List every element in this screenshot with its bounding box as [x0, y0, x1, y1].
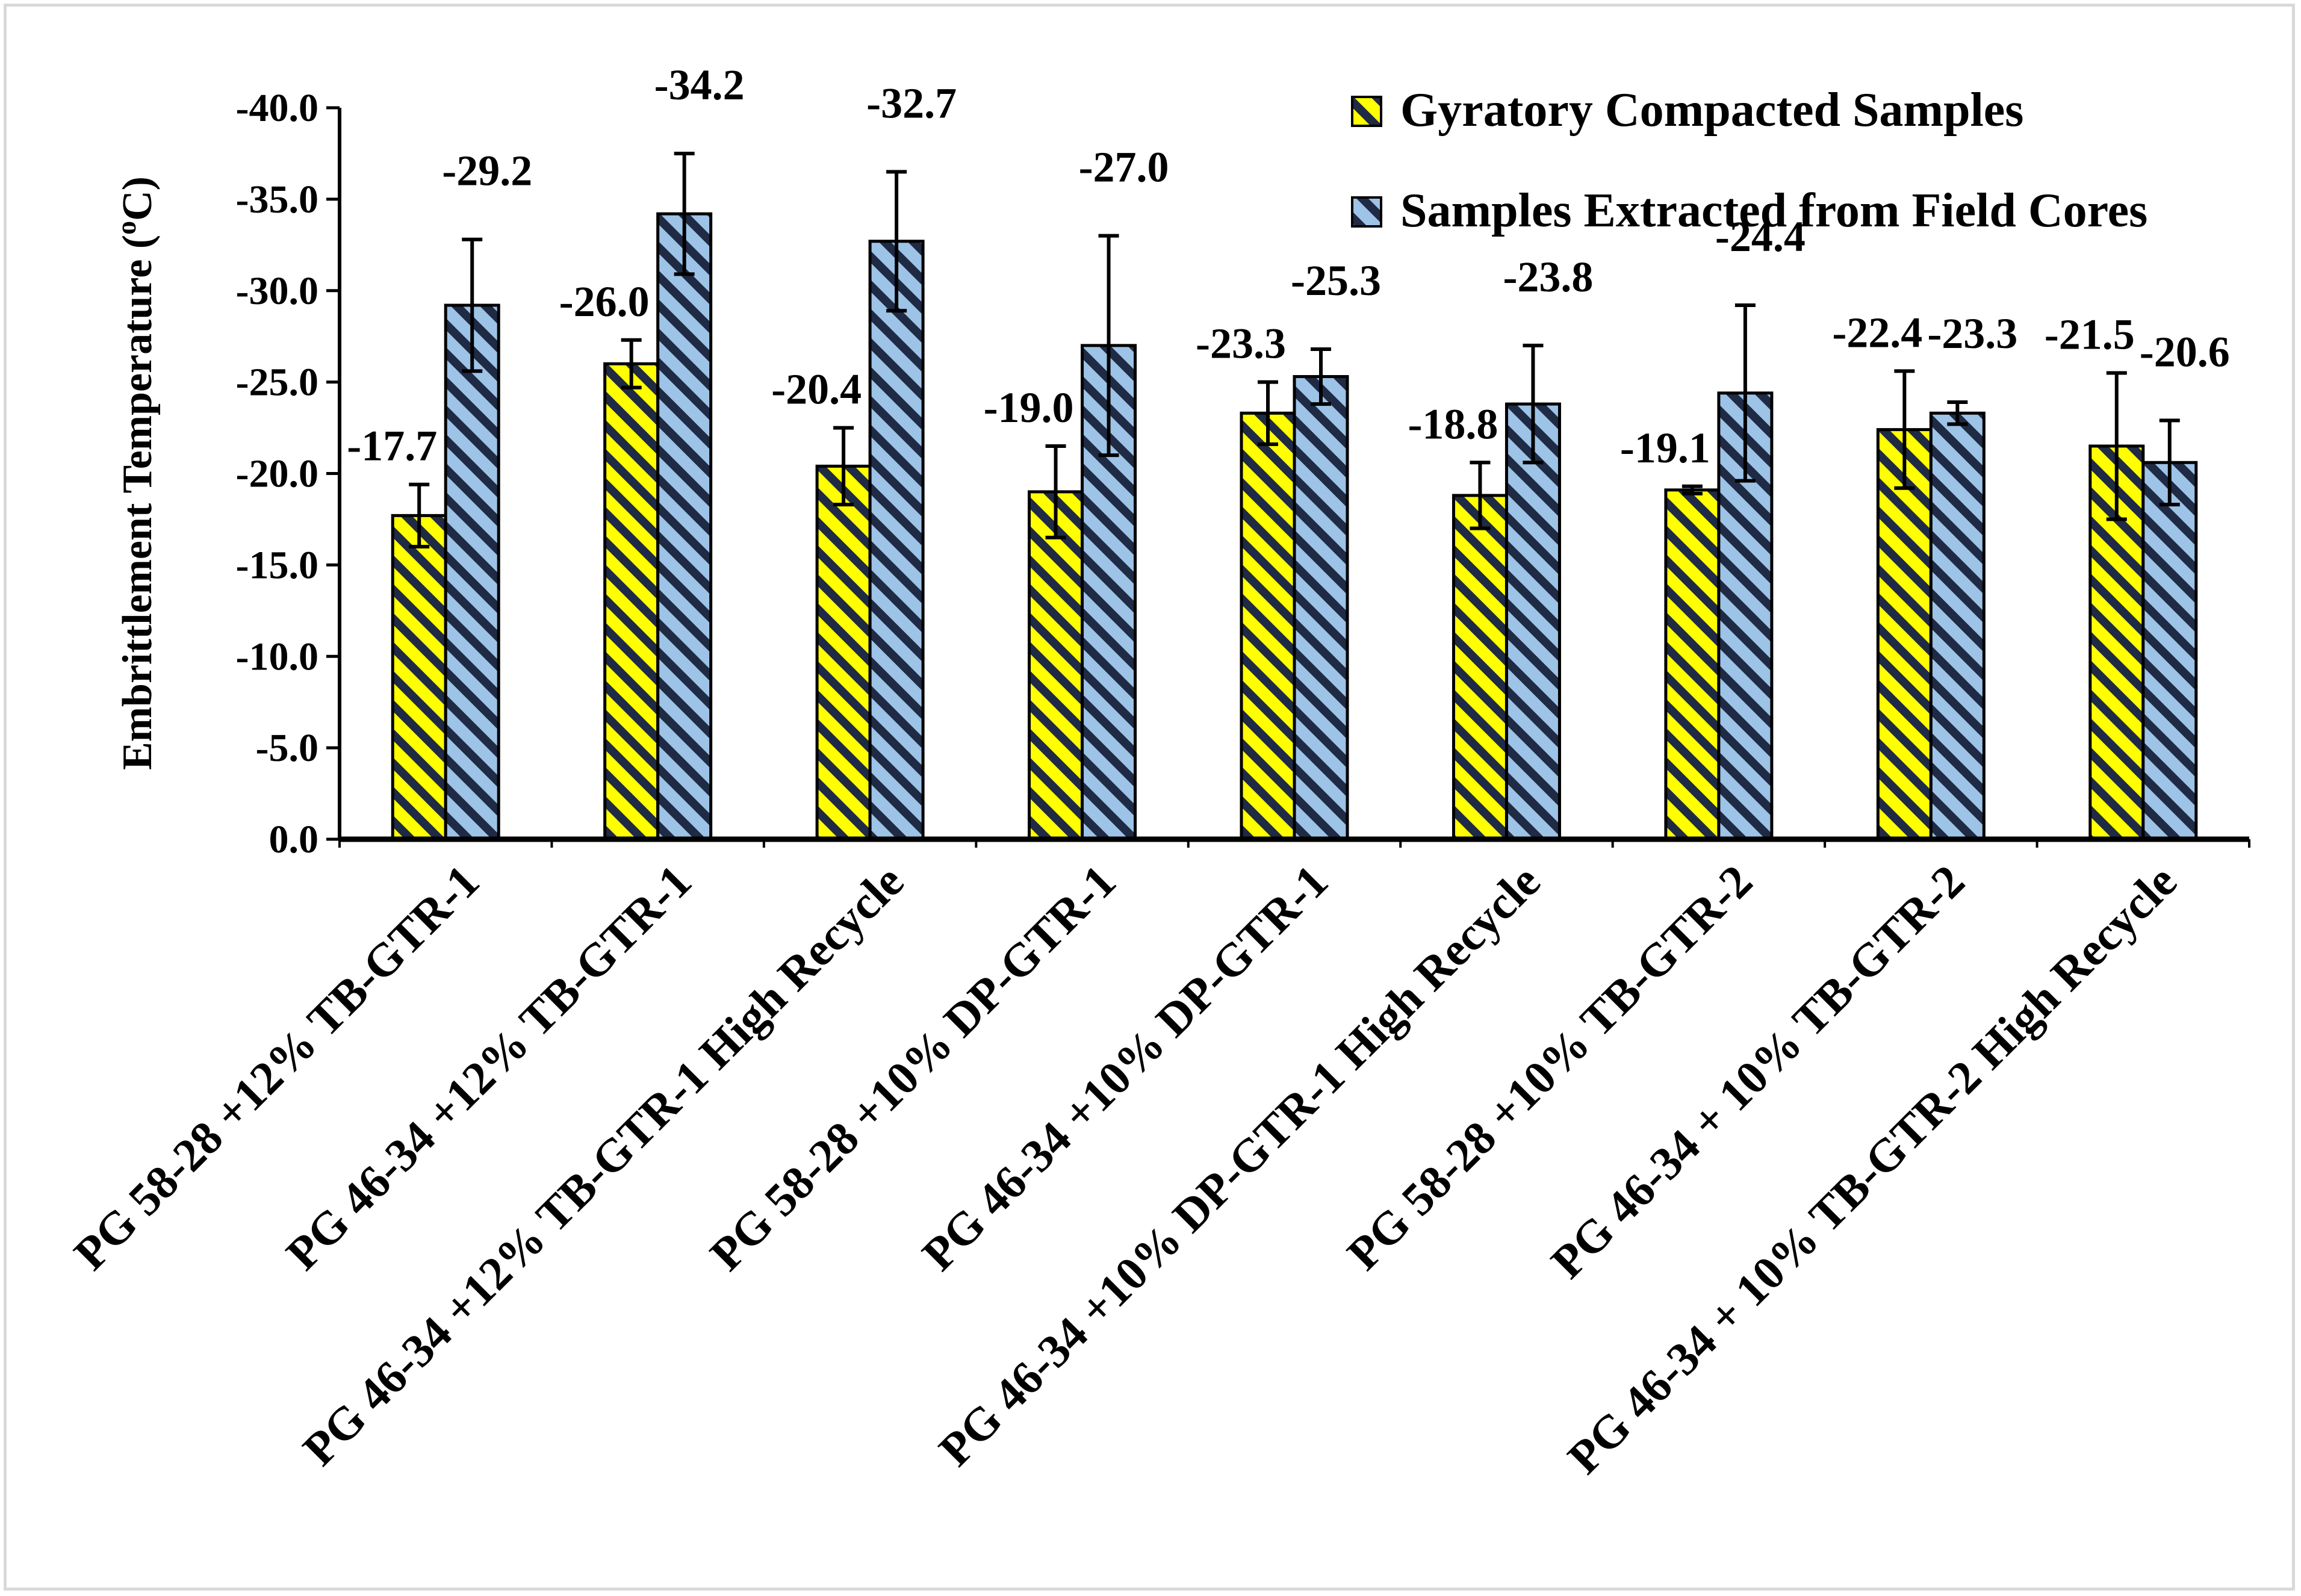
data-label: -19.1	[1620, 424, 1710, 472]
bar	[444, 303, 500, 841]
category-label: PG 46-34 +12% TB-GTR-1	[276, 855, 701, 1280]
y-tick-label: -35.0	[236, 178, 318, 222]
data-label: -29.2	[442, 147, 532, 195]
bar	[1452, 494, 1508, 841]
bar	[1293, 375, 1349, 841]
legend: Gyratory Compacted Samples Samples Extra…	[1351, 84, 2147, 237]
legend-item-gyratory: Gyratory Compacted Samples	[1351, 84, 2023, 137]
bar-chart: 0.0 -5.0 -10.0 -15.0 -20.0 -25.0 -30.0 -35.0 -40…	[64, 61, 2250, 1484]
data-label: -24.4	[1715, 213, 1806, 261]
bar	[868, 240, 925, 841]
data-label: -25.3	[1291, 256, 1381, 305]
data-label: -20.4	[771, 365, 862, 414]
bar	[603, 362, 660, 841]
data-label: -23.8	[1503, 253, 1593, 301]
data-label: -18.8	[1408, 400, 1498, 448]
bar	[656, 212, 713, 841]
y-tick-label: -30.0	[236, 269, 318, 313]
bar	[2141, 461, 2198, 841]
legend-swatch-gyratory	[1351, 96, 1382, 127]
bar	[1664, 488, 1721, 841]
bar	[1028, 490, 1084, 841]
data-label: -27.0	[1079, 143, 1169, 191]
legend-label-gyratory: Gyratory Compacted Samples	[1400, 84, 2023, 137]
data-label: -19.0	[984, 383, 1074, 432]
x-axis-categories: PG 58-28 +12% TB-GTR-1PG 46-34 +12% TB-G…	[64, 855, 2187, 1484]
data-label: -23.3	[1927, 309, 2017, 358]
x-tick-marks	[338, 839, 2250, 848]
category-label: PG 58-28 +12% TB-GTR-1	[64, 855, 489, 1280]
y-axis-title: Embrittlement Temperature (oC)	[111, 176, 161, 770]
y-tick-label: -40.0	[236, 86, 318, 130]
bar	[815, 464, 872, 841]
legend-swatch-field-cores	[1351, 196, 1382, 228]
y-tick-label: -20.0	[236, 452, 318, 496]
data-label: -17.7	[347, 422, 437, 470]
y-tick-label: 0.0	[269, 818, 319, 862]
legend-item-field-cores: Samples Extracted from Field Cores	[1351, 184, 2147, 237]
data-label: -22.4	[1832, 308, 1922, 356]
bars	[391, 212, 2198, 841]
data-label: -20.6	[2140, 328, 2230, 376]
chart-frame: 0.0 -5.0 -10.0 -15.0 -20.0 -25.0 -30.0 -35.0 -40…	[4, 4, 2295, 1591]
y-tick-label: -5.0	[256, 726, 318, 770]
legend-label-field-cores: Samples Extracted from Field Cores	[1400, 184, 2147, 237]
y-tick-label: -15.0	[236, 543, 318, 587]
y-tick-label: -10.0	[236, 635, 318, 678]
data-label: -32.7	[866, 79, 957, 127]
data-label: -23.3	[1196, 320, 1286, 368]
error-bars	[409, 151, 2180, 548]
bar	[391, 514, 447, 841]
y-ticks: 0.0 -5.0 -10.0 -15.0 -20.0 -25.0 -30.0 -35.0 -40…	[236, 86, 340, 862]
data-label: -21.5	[2045, 310, 2135, 358]
category-label: PG 46-34 + 10% TB-GTR-2	[1541, 855, 1974, 1288]
y-tick-label: -25.0	[236, 361, 318, 405]
bar	[1504, 402, 1561, 841]
bar	[1876, 428, 1933, 841]
bar	[1929, 411, 1986, 841]
category-label: PG 58-28 +10% DP-GTR-1	[700, 855, 1125, 1281]
data-label: -26.0	[559, 278, 650, 326]
data-label: -34.2	[654, 61, 745, 109]
category-label: PG 58-28 +10% TB-GTR-2	[1337, 855, 1762, 1280]
bar	[1240, 411, 1296, 841]
data-labels: -17.7 -29.2 -26.0 -34.2 -20.4 -32.7 -19.0 -27.0…	[347, 61, 2230, 472]
category-label: PG 46-34 +10% DP-GTR-1	[912, 855, 1338, 1281]
